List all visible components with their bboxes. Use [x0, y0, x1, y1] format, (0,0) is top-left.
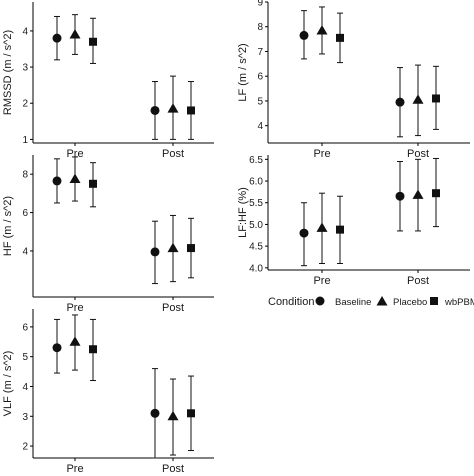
point-placebo-post: [167, 242, 179, 253]
legend-baseline-circle-icon: [315, 296, 325, 306]
point-placebo-post: [167, 410, 179, 421]
chart-panel-5: 2 3 4 5 6 VLF (m / s^2) Pre Post: [2, 309, 214, 475]
x-tick-label-pre: Pre: [313, 275, 330, 287]
point-placebo-pre: [316, 24, 328, 35]
point-placebo-pre: [69, 29, 81, 39]
point-baseline-post: [150, 408, 160, 418]
point-wbpbm-post: [432, 189, 440, 198]
point-wbpbm-pre: [89, 345, 97, 354]
point-placebo-post: [412, 94, 424, 104]
point-baseline-pre: [299, 30, 309, 40]
point-placebo-pre: [69, 173, 81, 183]
point-wbpbm-pre: [336, 225, 344, 234]
y-tick-label: 6: [257, 72, 263, 83]
chart-panel-2: 4 5 6 7 8 9 LF (m / s^2) Pre Post: [237, 0, 470, 160]
point-baseline-post: [395, 191, 405, 201]
y-tick-label: 5: [22, 352, 28, 363]
chart-panel-1: 1 2 3 4 RMSSD (m / s^2) Pre Post: [2, 2, 214, 160]
x-tick-label-post: Post: [162, 148, 184, 160]
y-tick-label: 3: [22, 63, 28, 74]
legend-placebo-label: Placebo: [393, 297, 427, 308]
point-baseline-pre: [52, 343, 62, 353]
legend-item-wbpbm: wbPBM: [430, 297, 474, 308]
point-wbpbm-post: [432, 94, 440, 103]
y-tick-label: 5.0: [249, 220, 263, 231]
point-baseline-post: [150, 247, 160, 257]
point-baseline-pre: [299, 228, 309, 238]
y-tick-label: 4: [22, 382, 28, 393]
x-tick-label-pre: Pre: [66, 302, 83, 314]
y-tick-label: 4.5: [249, 242, 263, 253]
legend-item-placebo: Placebo: [376, 296, 427, 308]
x-tick-label-pre: Pre: [313, 148, 330, 160]
y-tick-label: 4: [22, 246, 28, 257]
legend-baseline-label: Baseline: [335, 297, 371, 308]
x-tick-label-post: Post: [407, 148, 429, 160]
y-tick-label: 4.0: [249, 263, 263, 274]
y-tick-label: 6.0: [249, 177, 263, 188]
y-tick-label: 3: [22, 412, 28, 423]
x-tick-label-pre: Pre: [66, 463, 83, 475]
legend-wbpbm-label: wbPBM: [444, 297, 474, 308]
x-tick-label-pre: Pre: [66, 148, 83, 160]
point-placebo-post: [167, 103, 179, 113]
point-placebo-pre: [316, 222, 328, 232]
point-baseline-pre: [52, 33, 62, 43]
point-wbpbm-pre: [89, 179, 97, 188]
legend-item-baseline: Baseline: [315, 296, 371, 308]
y-tick-label: 6: [22, 208, 28, 219]
y-tick-label: 5.5: [249, 198, 263, 209]
y-axis-label: HF (m / s^2): [2, 196, 14, 256]
point-baseline-post: [150, 105, 160, 115]
point-baseline-post: [395, 97, 405, 107]
legend-wbpbm-square-icon: [430, 297, 438, 305]
x-tick-label-post: Post: [162, 463, 184, 475]
point-wbpbm-pre: [89, 37, 97, 46]
y-tick-label: 4: [22, 26, 28, 37]
y-tick-label: 5: [257, 96, 263, 107]
y-tick-label: 8: [22, 170, 28, 181]
point-wbpbm-post: [187, 244, 195, 253]
y-axis-label: VLF (m / s^2): [2, 351, 14, 417]
legend-title: Condition: [268, 296, 314, 308]
y-axis-label: LF (m / s^2): [237, 43, 249, 101]
point-placebo-pre: [69, 336, 81, 346]
x-tick-label-post: Post: [407, 275, 429, 287]
y-tick-label: 7: [257, 47, 263, 58]
chart-panel-4: 4.0 4.5 5.0 5.5 6.0 6.5 LF:HF (%) Pre Post: [237, 155, 470, 287]
x-tick-label-post: Post: [162, 302, 184, 314]
y-tick-label: 8: [257, 22, 263, 33]
legend-placebo-triangle-icon: [376, 296, 388, 306]
legend: Condition Baseline Placebo wbPBM: [268, 296, 474, 308]
point-placebo-post: [412, 189, 424, 199]
y-tick-label: 2: [22, 442, 28, 453]
point-wbpbm-pre: [336, 33, 344, 42]
y-tick-label: 6: [22, 322, 28, 333]
point-wbpbm-post: [187, 106, 195, 115]
y-axis-label: LF:HF (%): [237, 187, 249, 238]
y-axis-label: RMSSD (m / s^2): [2, 30, 14, 115]
y-tick-label: 9: [257, 0, 263, 9]
y-tick-label: 1: [22, 135, 28, 146]
y-tick-label: 6.5: [249, 155, 263, 166]
y-tick-label: 4: [257, 121, 263, 132]
y-tick-label: 2: [22, 99, 28, 110]
point-baseline-pre: [52, 176, 62, 186]
chart-panel-3: 4 6 8 HF (m / s^2) Pre Post: [2, 155, 214, 314]
point-wbpbm-post: [187, 409, 195, 418]
